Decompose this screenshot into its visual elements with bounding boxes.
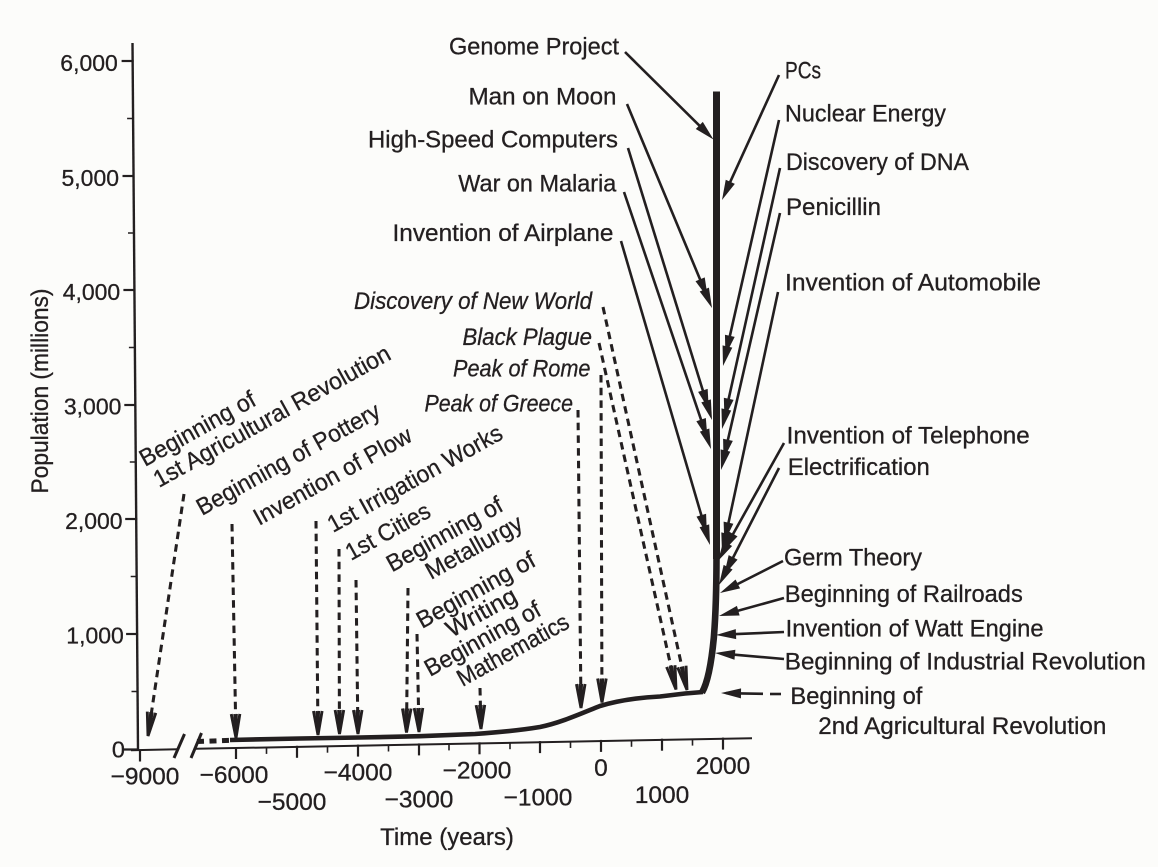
svg-text:Beginning of Railroads: Beginning of Railroads [785,581,1023,608]
svg-text:Black Plague: Black Plague [463,324,593,351]
svg-text:Beginning of: Beginning of [790,683,922,710]
svg-text:−2000: −2000 [443,758,512,785]
svg-text:Man on Moon: Man on Moon [469,84,617,111]
svg-text:PCs: PCs [785,57,821,84]
svg-text:0: 0 [594,755,608,782]
svg-text:Discovery of DNA: Discovery of DNA [786,149,969,176]
svg-text:4,000: 4,000 [63,279,121,305]
svg-text:−4000: −4000 [324,760,393,787]
svg-text:Germ Theory: Germ Theory [784,545,922,572]
svg-text:Nuclear Energy: Nuclear Energy [785,101,946,128]
svg-text:2nd Agricultural Revolution: 2nd Agricultural Revolution [818,713,1106,740]
svg-text:−5000: −5000 [258,789,327,816]
svg-text:Penicillin: Penicillin [786,194,881,221]
svg-text:5,000: 5,000 [62,165,120,191]
svg-text:6,000: 6,000 [60,50,118,76]
svg-text:Invention of Watt Engine: Invention of Watt Engine [786,616,1044,643]
svg-text:War on Malaria: War on Malaria [458,171,617,198]
svg-text:Peak of Rome: Peak of Rome [453,356,591,383]
svg-text:−3000: −3000 [385,787,454,814]
svg-text:Discovery of New World: Discovery of New World [354,288,593,315]
svg-text:1,000: 1,000 [66,623,124,649]
svg-text:Time (years): Time (years) [380,824,514,851]
svg-text:High-Speed Computers: High-Speed Computers [368,127,618,154]
svg-text:Beginning of Industrial Revolu: Beginning of Industrial Revolution [785,648,1146,675]
svg-text:−9000: −9000 [111,764,180,791]
svg-text:Invention of Telephone: Invention of Telephone [787,422,1030,449]
svg-text:3,000: 3,000 [64,394,122,420]
svg-text:1000: 1000 [635,782,690,809]
svg-text:Population (millions): Population (millions) [27,289,54,494]
svg-text:0: 0 [112,737,125,763]
svg-text:−1000: −1000 [504,784,573,811]
svg-text:2,000: 2,000 [65,508,123,534]
svg-text:Peak of Greece: Peak of Greece [425,391,574,418]
svg-text:Invention of Automobile: Invention of Automobile [785,270,1041,297]
svg-text:Genome Project: Genome Project [449,34,619,61]
svg-text:Invention of Airplane: Invention of Airplane [393,220,614,247]
svg-text:2000: 2000 [696,753,751,780]
svg-text:Electrification: Electrification [788,454,930,481]
svg-text:−6000: −6000 [200,762,269,789]
